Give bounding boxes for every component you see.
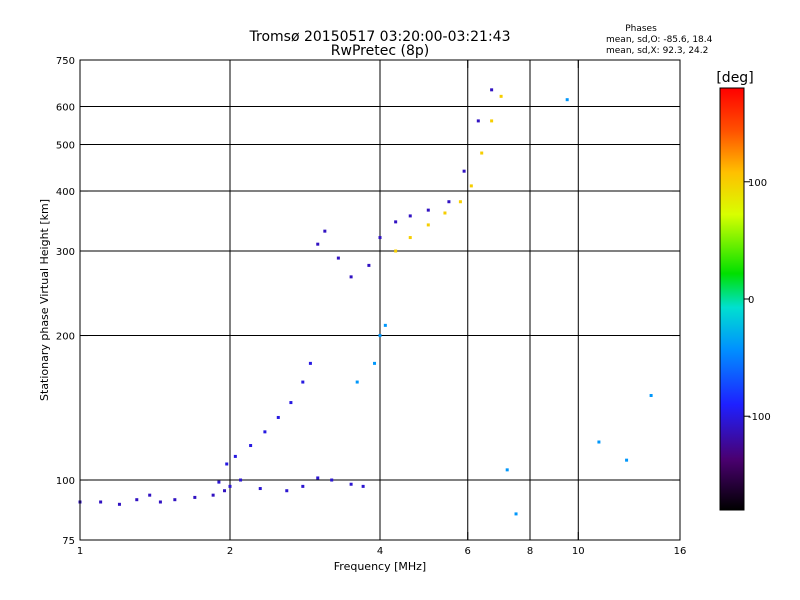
x-tick-label: 2 xyxy=(227,546,233,557)
data-point-series-0 xyxy=(158,500,162,504)
data-point-series-4 xyxy=(458,200,462,204)
phases-info-title: Phases xyxy=(625,24,657,34)
data-point-series-0 xyxy=(173,498,177,502)
data-point-series-4 xyxy=(394,249,398,253)
data-point-series-5 xyxy=(597,440,601,444)
x-tick-label: 1 xyxy=(77,546,83,557)
data-point-series-3 xyxy=(323,229,327,233)
data-point-series-1 xyxy=(228,484,232,488)
points-layer xyxy=(78,88,653,516)
x-tick-label: 6 xyxy=(465,546,471,557)
data-point-series-0 xyxy=(148,493,152,497)
x-tick-label: 8 xyxy=(527,546,533,557)
data-point-series-1 xyxy=(316,476,320,480)
chart-subtitle: RwPretec (8p) xyxy=(331,43,429,59)
colorbar-label: [deg] xyxy=(716,70,753,86)
data-point-series-5 xyxy=(383,323,387,327)
data-point-series-0 xyxy=(117,502,121,506)
data-point-series-5 xyxy=(505,468,509,472)
colorbar-tick-label: -100 xyxy=(748,412,771,423)
data-point-series-2 xyxy=(233,454,237,458)
colorbar-tick-label: 100 xyxy=(748,178,767,189)
data-point-series-3 xyxy=(378,236,382,240)
data-point-series-1 xyxy=(301,484,305,488)
colorbar-ticks: 100 0 -100 xyxy=(744,178,771,423)
data-point-series-1 xyxy=(239,478,243,482)
data-point-series-1 xyxy=(258,487,262,491)
data-point-series-2 xyxy=(249,444,253,448)
data-point-series-2 xyxy=(263,430,267,434)
y-tick-label: 200 xyxy=(56,332,75,343)
data-point-series-3 xyxy=(408,214,412,218)
data-point-series-2 xyxy=(276,415,280,419)
data-point-series-3 xyxy=(462,169,466,173)
y-tick-label: 500 xyxy=(56,141,75,152)
data-point-series-2 xyxy=(289,401,293,405)
phases-info-x: mean, sd,X: 92.3, 24.2 xyxy=(606,46,708,56)
data-point-series-5 xyxy=(355,380,359,384)
data-point-series-0 xyxy=(211,493,215,497)
data-point-series-0 xyxy=(135,498,139,502)
data-point-series-1 xyxy=(217,480,221,484)
data-point-series-4 xyxy=(443,211,447,215)
data-point-series-4 xyxy=(408,236,412,240)
data-point-series-0 xyxy=(223,489,227,493)
data-point-series-3 xyxy=(426,208,430,212)
data-point-series-4 xyxy=(426,223,430,227)
data-point-series-5 xyxy=(514,512,518,516)
x-tick-label: 10 xyxy=(572,546,585,557)
data-point-series-3 xyxy=(447,200,451,204)
data-point-series-2 xyxy=(308,361,312,365)
x-tick-label: 16 xyxy=(674,546,687,557)
x-tick-label: 4 xyxy=(377,546,383,557)
data-point-series-4 xyxy=(490,119,494,123)
data-point-series-5 xyxy=(565,98,569,102)
data-point-series-3 xyxy=(316,242,320,246)
data-point-series-5 xyxy=(378,334,382,338)
y-tick-label: 750 xyxy=(56,56,75,67)
colorbar xyxy=(719,87,745,511)
data-point-series-3 xyxy=(394,220,398,224)
data-point-series-1 xyxy=(330,478,334,482)
data-point-series-5 xyxy=(625,458,629,462)
data-point-series-4 xyxy=(480,151,484,155)
data-point-series-3 xyxy=(490,88,494,92)
chart-title: Tromsø 20150517 03:20:00-03:21:43 xyxy=(249,29,511,45)
data-point-series-5 xyxy=(649,394,653,398)
tick-layer: 1 2 4 6 8 10 16 75 100 200 300 400 500 600 750 xyxy=(56,56,686,557)
y-tick-label: 400 xyxy=(56,187,75,198)
data-point-series-2 xyxy=(301,380,305,384)
data-point-series-1 xyxy=(349,482,353,486)
data-point-series-0 xyxy=(99,500,103,504)
data-point-series-3 xyxy=(336,256,340,260)
y-axis-label: Stationary phase Virtual Height [km] xyxy=(38,199,51,401)
y-tick-label: 100 xyxy=(56,476,75,487)
y-tick-label: 300 xyxy=(56,247,75,258)
data-point-series-0 xyxy=(193,495,197,499)
data-point-series-4 xyxy=(469,184,473,188)
data-point-series-4 xyxy=(499,94,503,98)
data-point-series-1 xyxy=(361,484,365,488)
y-tick-label: 75 xyxy=(62,536,75,547)
x-axis-label: Frequency [MHz] xyxy=(334,560,426,573)
colorbar-tick-label: 0 xyxy=(748,295,754,306)
data-point-series-3 xyxy=(367,263,371,267)
data-point-series-5 xyxy=(373,361,377,365)
data-point-series-3 xyxy=(349,275,353,279)
data-point-series-3 xyxy=(476,119,480,123)
data-point-series-1 xyxy=(285,489,289,493)
y-tick-label: 600 xyxy=(56,103,75,114)
data-point-series-2 xyxy=(225,462,229,466)
phases-info-o: mean, sd,O: -85.6, 18.4 xyxy=(606,35,713,45)
